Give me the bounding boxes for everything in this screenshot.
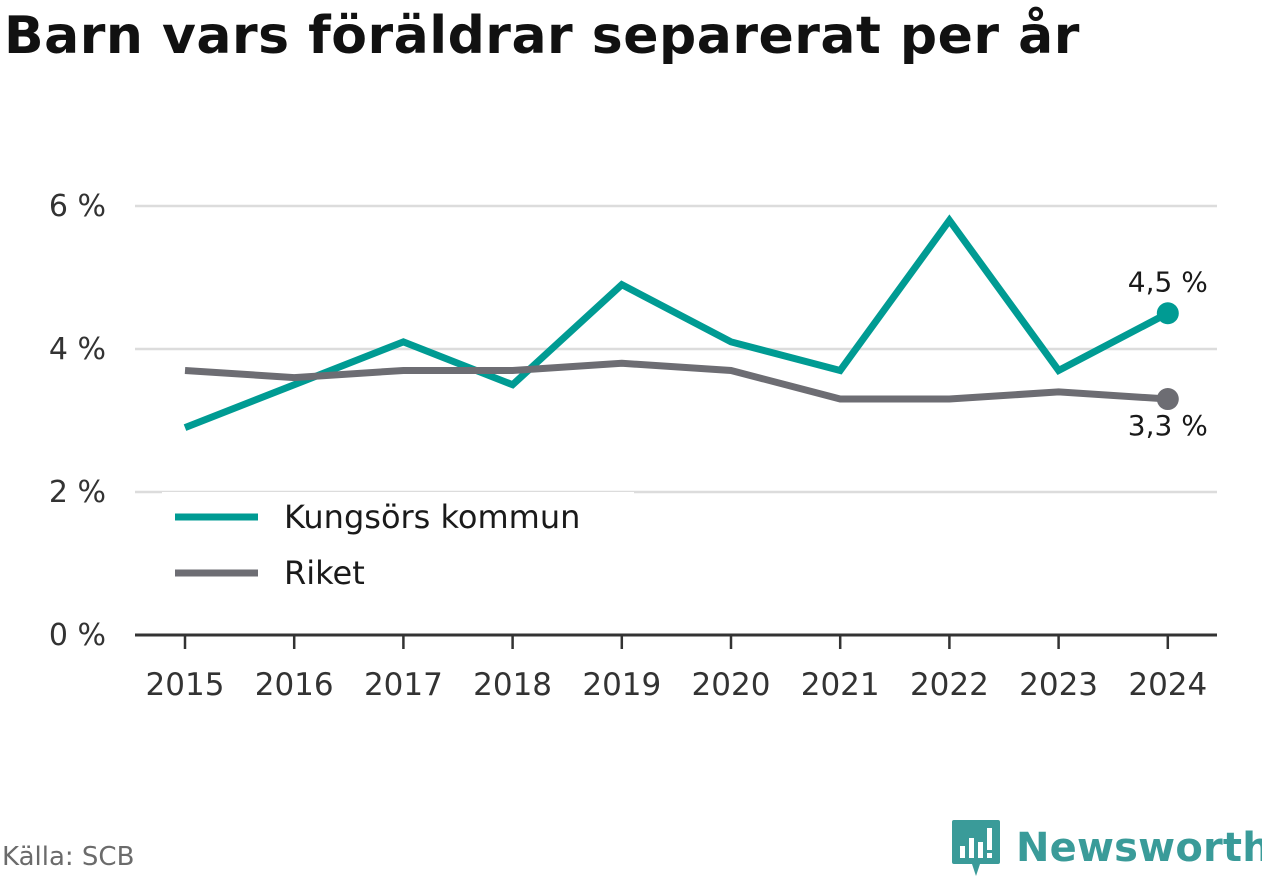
end-point-marker bbox=[1156, 302, 1179, 325]
x-tick-label: 2020 bbox=[692, 667, 771, 703]
legend-label: Riket bbox=[284, 554, 365, 592]
x-tick-label: 2017 bbox=[364, 667, 443, 703]
brand-name: Newsworthy bbox=[1016, 825, 1262, 871]
x-tick-label: 2021 bbox=[801, 667, 880, 703]
chart-title: Barn vars föräldrar separerat per år bbox=[4, 6, 1080, 66]
legend-label: Kungsörs kommun bbox=[284, 498, 580, 536]
y-tick-label: 4 % bbox=[49, 332, 106, 367]
series-line-kungsor bbox=[183, 214, 1170, 431]
source-note: Källa: SCB bbox=[2, 842, 135, 872]
x-tick-label: 2015 bbox=[146, 667, 225, 703]
legend-background bbox=[162, 492, 634, 604]
y-tick-label: 2 % bbox=[49, 475, 106, 510]
series-line-riket bbox=[184, 359, 1169, 403]
y-tick-label: 0 % bbox=[49, 618, 106, 653]
x-tick-label: 2016 bbox=[255, 667, 334, 703]
newsworthy-logo-icon bbox=[952, 820, 1000, 876]
end-value-label: 4,5 % bbox=[1128, 265, 1208, 298]
x-tick-label: 2023 bbox=[1019, 667, 1098, 703]
x-tick-label: 2019 bbox=[582, 667, 661, 703]
end-value-label: 3,3 % bbox=[1128, 409, 1208, 442]
x-tick-label: 2024 bbox=[1128, 667, 1207, 703]
end-point-marker bbox=[1156, 388, 1179, 411]
x-tick-label: 2018 bbox=[473, 667, 552, 703]
brand: Newsworthy bbox=[950, 818, 1262, 878]
y-tick-label: 6 % bbox=[49, 189, 106, 224]
x-tick-label: 2022 bbox=[910, 667, 989, 703]
